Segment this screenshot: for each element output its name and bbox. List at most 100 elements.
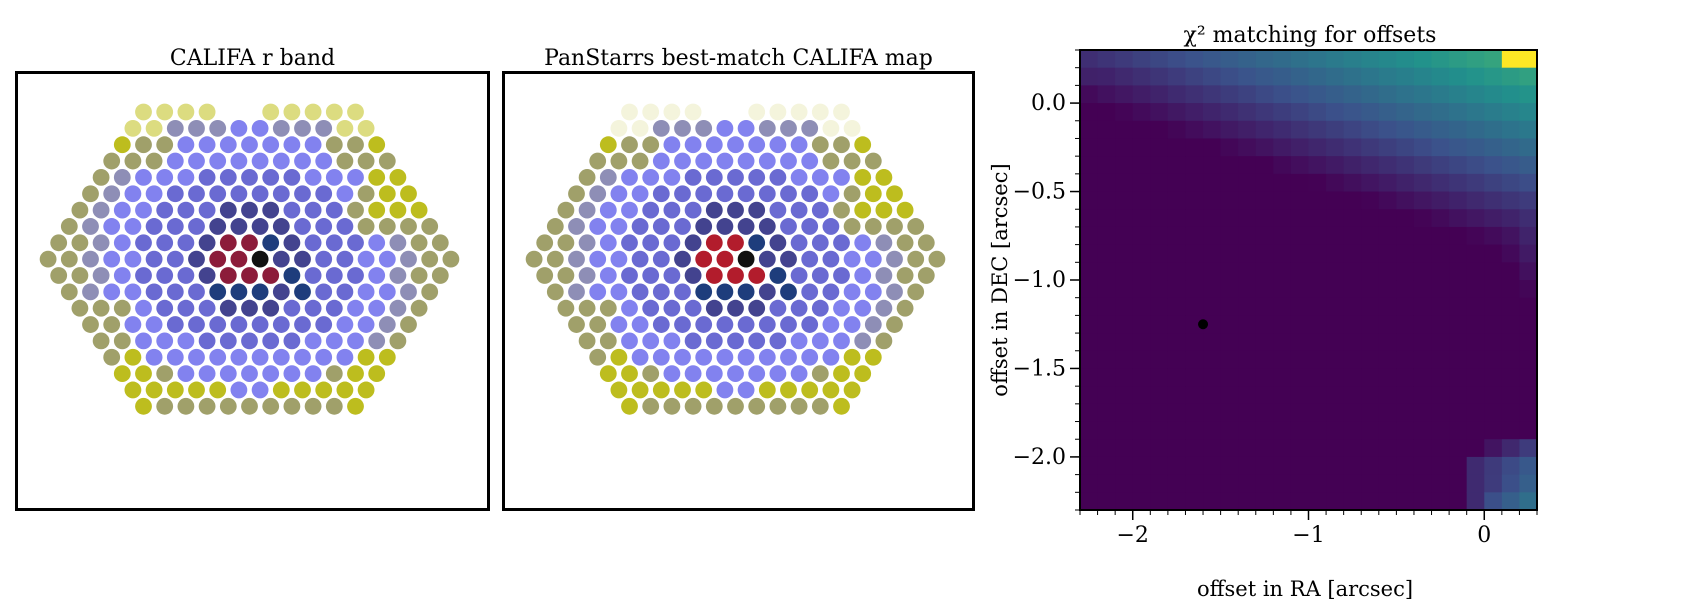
heatmap-cell xyxy=(1167,297,1187,316)
heatmap-cell xyxy=(1519,156,1538,175)
heatmap-cell xyxy=(1449,492,1468,511)
spaxel xyxy=(684,201,702,219)
spaxel xyxy=(368,169,386,186)
heatmap-cell xyxy=(1361,297,1380,316)
heatmap-cell xyxy=(1150,474,1169,493)
heatmap-cell xyxy=(1396,386,1415,405)
spaxel xyxy=(336,218,354,235)
heatmap-cell xyxy=(1396,191,1415,210)
heatmap-cell xyxy=(1273,156,1292,175)
spaxel xyxy=(294,185,311,203)
heatmap-cell xyxy=(1167,244,1187,263)
heatmap-cell xyxy=(1185,262,1204,281)
heatmap-cell xyxy=(1255,333,1274,352)
spaxel xyxy=(241,365,258,382)
heatmap-cell xyxy=(1326,209,1345,228)
spaxel xyxy=(145,119,163,137)
heatmap-cell xyxy=(1115,103,1134,122)
spaxel xyxy=(304,201,322,219)
heatmap-cell xyxy=(1115,297,1134,316)
spaxel xyxy=(272,185,290,203)
heatmap-cell xyxy=(1220,50,1239,69)
spaxel xyxy=(368,299,386,317)
heatmap-cell xyxy=(1413,386,1433,405)
heatmap-cell xyxy=(1431,120,1450,140)
x-tick-label: −1 xyxy=(1292,523,1324,548)
spaxel xyxy=(546,250,564,268)
heatmap-cell xyxy=(1308,474,1327,493)
heatmap-cell xyxy=(1501,386,1521,405)
heatmap-cell xyxy=(1132,368,1151,387)
spaxel xyxy=(663,365,681,382)
califa-title: CALIFA r band xyxy=(169,46,336,71)
spaxel xyxy=(758,152,776,170)
heatmap-cell xyxy=(1501,138,1521,157)
heatmap-cell xyxy=(1080,191,1099,210)
spaxel xyxy=(621,299,638,317)
y-tick-label: −2.0 xyxy=(1013,445,1066,470)
heatmap-cell xyxy=(1220,103,1239,122)
spaxel xyxy=(177,365,195,382)
spaxel xyxy=(811,169,829,186)
heatmap-cell xyxy=(1326,333,1345,352)
spaxel xyxy=(928,250,946,268)
heatmap-cell xyxy=(1466,315,1485,334)
heatmap-cell xyxy=(1167,103,1187,122)
spaxel xyxy=(177,332,195,350)
spaxel xyxy=(748,365,766,382)
heatmap-cell xyxy=(1519,297,1538,316)
spaxel xyxy=(652,218,670,235)
heatmap-cell xyxy=(1413,120,1433,140)
spaxel xyxy=(103,218,121,235)
heatmap-cell xyxy=(1150,492,1169,511)
heatmap-cell xyxy=(1361,280,1380,299)
spaxel xyxy=(610,250,628,268)
spaxel xyxy=(368,201,386,219)
heatmap-cell xyxy=(1501,244,1521,263)
spaxel xyxy=(769,136,787,154)
spaxel xyxy=(663,299,681,317)
spaxel xyxy=(251,316,269,333)
heatmap-cell xyxy=(1449,386,1468,405)
heatmap-cell xyxy=(1203,226,1222,246)
spaxel xyxy=(599,332,617,350)
heatmap-cell xyxy=(1273,456,1292,476)
heatmap-cell xyxy=(1484,50,1503,69)
heatmap-cell xyxy=(1238,50,1257,69)
heatmap-cell xyxy=(1519,386,1538,405)
heatmap-cell xyxy=(1343,120,1362,140)
spaxel xyxy=(336,348,354,366)
spaxel xyxy=(368,365,386,382)
spaxel xyxy=(674,348,691,366)
heatmap-cell xyxy=(1361,67,1380,86)
spaxel xyxy=(811,299,829,317)
spaxel xyxy=(833,332,850,350)
heatmap-cell xyxy=(1167,333,1187,352)
spaxel xyxy=(642,169,660,186)
spaxel xyxy=(599,234,617,252)
heatmap-cell xyxy=(1449,333,1468,352)
heatmap-cell xyxy=(1150,244,1169,263)
spaxel xyxy=(442,250,460,268)
spaxel xyxy=(801,218,819,235)
spaxel xyxy=(705,169,723,186)
spaxel xyxy=(304,299,322,317)
heatmap-cell xyxy=(1343,439,1362,458)
spaxel xyxy=(177,136,195,154)
spaxel xyxy=(833,299,850,317)
heatmap-cell xyxy=(1203,120,1222,140)
heatmap-cell xyxy=(1413,85,1433,104)
heatmap-cell xyxy=(1308,492,1327,511)
spaxel xyxy=(610,283,628,301)
heatmap-cell xyxy=(1238,492,1257,511)
heatmap-cell xyxy=(1167,191,1187,210)
y-tick-label: −1.5 xyxy=(1013,356,1066,381)
spaxel xyxy=(610,218,628,235)
heatmap-cell xyxy=(1255,191,1274,210)
spaxel xyxy=(304,103,322,121)
spaxel xyxy=(589,283,607,301)
spaxel xyxy=(907,218,925,235)
spaxel xyxy=(599,136,617,154)
heatmap-cell xyxy=(1466,421,1485,440)
spaxel xyxy=(103,348,121,366)
